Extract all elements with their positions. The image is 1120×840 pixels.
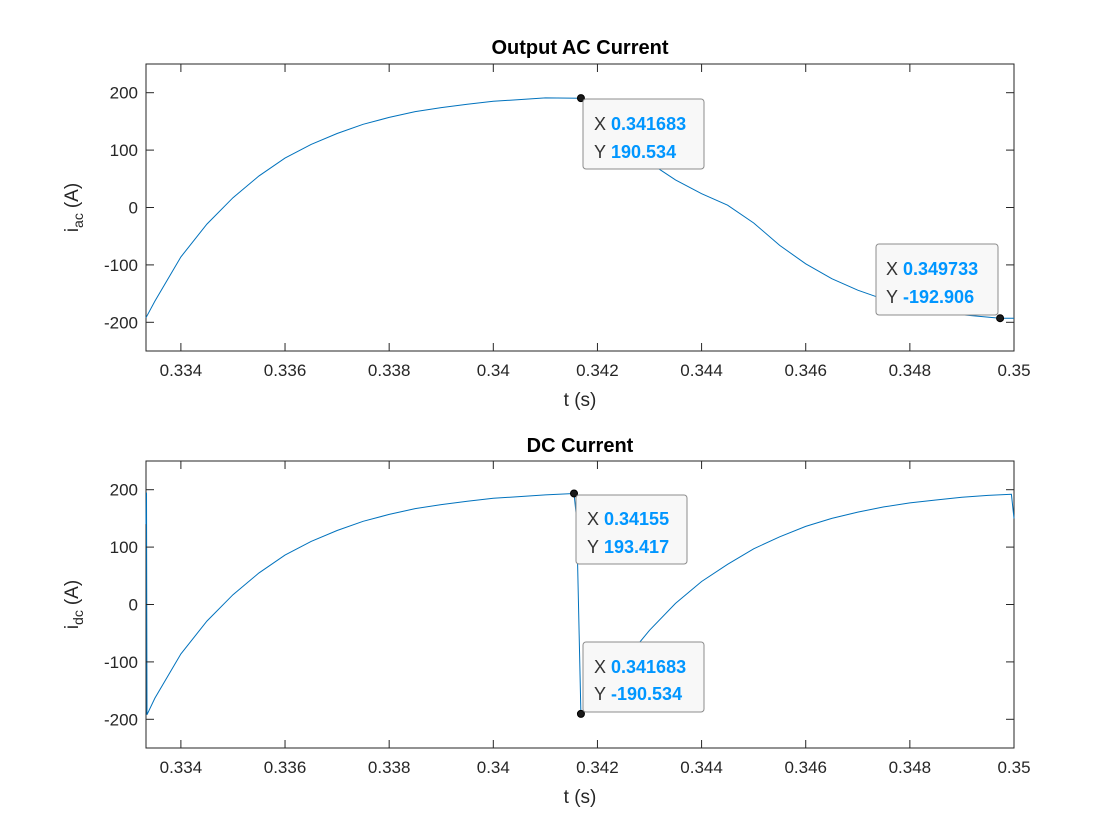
- x-tick-label: 0.336: [264, 758, 307, 777]
- x-tick-label: 0.342: [576, 758, 619, 777]
- x-tick-label: 0.348: [889, 758, 932, 777]
- x-tick-label: 0.346: [784, 361, 827, 380]
- x-tick-label: 0.336: [264, 361, 307, 380]
- x-tick-label: 0.34: [477, 758, 510, 777]
- dc-current-plot: DC Current 0.334 0.336 0.338 0.34 0.342 0.344…: [62, 435, 1031, 808]
- x-tick-label: 0.342: [576, 361, 619, 380]
- y-tick-label: 200: [110, 84, 138, 103]
- x-tick-label: 0.348: [889, 361, 932, 380]
- datatip-marker[interactable]: [576, 94, 585, 103]
- ac-current-marks: [145, 94, 1015, 323]
- dc-current-ticks: 0.334 0.336 0.338 0.34 0.342 0.344 0.346 0.348 0…: [104, 461, 1031, 777]
- y-tick-label: -100: [104, 653, 138, 672]
- svg-text:Y-190.534: Y -190.534: [594, 684, 682, 704]
- dc-current-datatips: X 0.34155 Y 193.417 X 0.341683 Y -190.534: [575, 494, 705, 713]
- datatip[interactable]: X 0.34155 Y 193.417: [575, 494, 688, 565]
- plot-title: Output AC Current: [491, 37, 668, 59]
- x-tick-label: 0.334: [160, 361, 203, 380]
- y-tick-label: 200: [110, 481, 138, 500]
- ac-current-plot: Output AC Current 0.334 0.336 0.338 0.34 0.3…: [62, 37, 1031, 411]
- y-tick-label: 100: [110, 141, 138, 160]
- x-tick-label: 0.344: [680, 361, 723, 380]
- svg-text:X0.341683: X 0.341683: [594, 114, 686, 134]
- svg-text:X0.34155: X 0.34155: [587, 509, 669, 529]
- y-tick-label: -200: [104, 313, 138, 332]
- y-tick-label: 100: [110, 538, 138, 557]
- datatip[interactable]: X 0.341683 Y 190.534: [582, 98, 705, 170]
- series-line: [145, 492, 1015, 715]
- y-axis-label: idc(A): [62, 580, 86, 629]
- datatip-marker[interactable]: [576, 709, 585, 718]
- y-tick-label: 0: [129, 199, 138, 218]
- x-tick-label: 0.35: [997, 361, 1030, 380]
- x-tick-label: 0.344: [680, 758, 723, 777]
- y-axis-label: iac(A): [62, 183, 86, 232]
- x-tick-label: 0.334: [160, 758, 203, 777]
- y-tick-label: -200: [104, 710, 138, 729]
- ac-current-datatips: X 0.341683 Y 190.534 X 0.349733 Y -192.906: [582, 98, 999, 316]
- datatip[interactable]: X 0.341683 Y -190.534: [582, 641, 705, 713]
- x-tick-label: 0.34: [477, 361, 510, 380]
- plot-title: DC Current: [527, 435, 634, 457]
- x-tick-label: 0.338: [368, 361, 411, 380]
- datatip-marker[interactable]: [570, 489, 579, 498]
- x-axis-label: t (s): [564, 787, 597, 808]
- datatip[interactable]: X 0.349733 Y -192.906: [875, 243, 999, 316]
- datatip-marker[interactable]: [996, 314, 1005, 323]
- plot-area: [145, 63, 1015, 352]
- svg-text:X0.341683: X 0.341683: [594, 657, 686, 677]
- svg-text:Y-192.906: Y -192.906: [886, 287, 974, 307]
- dc-current-marks: [145, 489, 1015, 718]
- svg-text:X0.349733: X 0.349733: [886, 259, 978, 279]
- y-tick-label: 0: [129, 596, 138, 615]
- x-axis-label: t (s): [564, 390, 597, 411]
- ac-current-ticks: 0.334 0.336 0.338 0.34 0.342 0.344 0.346 0.348 0…: [104, 64, 1031, 380]
- y-tick-label: -100: [104, 256, 138, 275]
- x-tick-label: 0.35: [997, 758, 1030, 777]
- x-tick-label: 0.338: [368, 758, 411, 777]
- x-tick-label: 0.346: [784, 758, 827, 777]
